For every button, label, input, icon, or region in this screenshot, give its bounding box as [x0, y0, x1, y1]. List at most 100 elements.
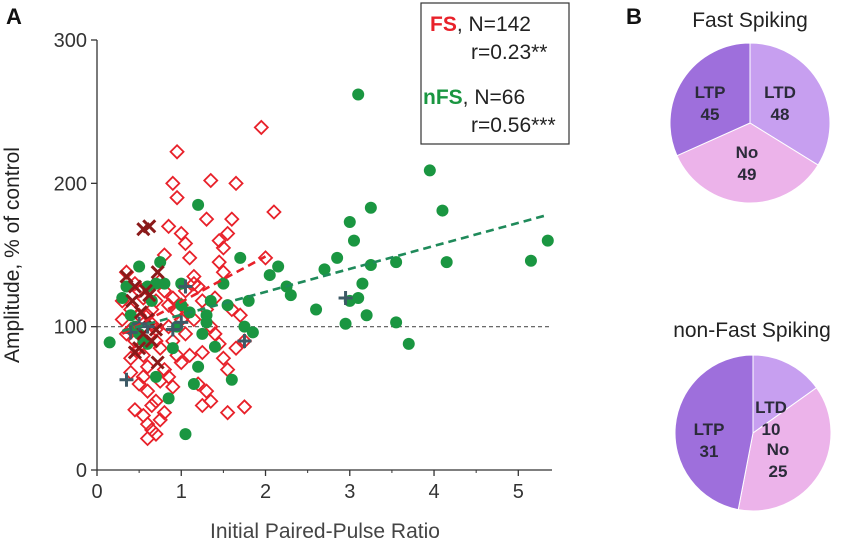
pie-label-no: No	[767, 440, 790, 459]
point-fs	[190, 278, 206, 295]
point-fs-dark	[125, 293, 140, 308]
legend-nfs-name: nFS	[423, 86, 463, 109]
pie-value-no: 25	[769, 462, 788, 481]
point-fs	[266, 204, 282, 220]
pie-slice-no	[737, 387, 832, 512]
point-fs	[177, 326, 194, 342]
pie-label-ltd: LTD	[755, 398, 787, 417]
point-nfs	[440, 256, 453, 269]
point-fs	[160, 297, 177, 313]
point-nfs	[149, 370, 162, 383]
point-fs	[169, 144, 185, 160]
y-tick-label: 300	[54, 30, 87, 52]
point-nfs	[352, 88, 365, 101]
point-nfs-dark	[338, 291, 353, 305]
point-nfs	[347, 234, 360, 247]
point-fs	[186, 275, 202, 292]
legend-nfs: nFS, N=66	[423, 86, 525, 109]
x-tick-label: 1	[176, 481, 187, 503]
legend-fs-n: , N=142	[457, 13, 531, 36]
pie-slice-ltp	[669, 42, 751, 157]
point-nfs	[225, 373, 238, 386]
fit-lines	[121, 213, 549, 335]
point-nfs	[238, 320, 251, 333]
point-fs	[156, 361, 173, 378]
point-nfs	[524, 254, 537, 267]
point-nfs	[196, 327, 209, 340]
point-nfs	[179, 428, 192, 441]
point-fs	[211, 232, 227, 249]
point-fs	[236, 399, 253, 415]
point-fs	[135, 369, 152, 385]
point-fs	[156, 283, 173, 299]
point-nfs	[339, 317, 352, 330]
point-fs	[139, 430, 156, 447]
point-nfs	[175, 299, 188, 312]
point-fs	[131, 376, 147, 392]
point-fs	[118, 264, 135, 280]
point-nfs	[158, 277, 171, 290]
legend-box	[420, 2, 570, 145]
legend-nfs-r: r=0.56***	[471, 114, 556, 137]
point-fs	[228, 340, 244, 356]
panel-label-a: A	[6, 4, 22, 29]
point-fs	[224, 211, 240, 227]
pie-label-ltd: LTD	[764, 83, 796, 102]
point-fs	[135, 347, 152, 364]
y-axis-label: Amplitude, % of control	[1, 147, 24, 363]
point-nfs	[116, 292, 129, 304]
point-nfs	[187, 378, 200, 390]
point-fs	[160, 218, 177, 235]
point-nfs-dark	[165, 322, 180, 337]
pie-slice-no	[676, 122, 819, 204]
point-nfs	[356, 277, 369, 290]
y-tick-label: 100	[54, 317, 87, 339]
point-nfs-dark	[140, 319, 155, 334]
point-nfs	[436, 204, 449, 217]
point-nfs	[263, 269, 276, 282]
point-fs	[215, 240, 232, 256]
point-fs	[169, 189, 185, 206]
point-fs	[173, 354, 190, 371]
point-fs	[177, 235, 194, 252]
point-fs	[215, 350, 232, 366]
legend-fs-r: r=0.23**	[471, 41, 547, 64]
point-fs	[181, 347, 198, 364]
point-nfs-dark	[237, 334, 252, 348]
point-nfs	[166, 342, 179, 355]
point-fs	[156, 404, 173, 421]
point-nfs	[360, 309, 373, 322]
point-nfs	[120, 280, 133, 293]
y-tick-label: 200	[54, 173, 87, 195]
point-fs	[139, 383, 156, 399]
x-tick-label: 0	[91, 481, 102, 503]
point-fs-dark	[127, 345, 142, 360]
point-nfs	[331, 251, 344, 264]
point-nfs	[192, 360, 205, 373]
x-tick-label: 4	[428, 481, 439, 503]
point-fs	[232, 307, 249, 323]
point-fs-dark	[150, 355, 165, 370]
x-tick-label: 5	[513, 481, 524, 503]
point-nfs	[310, 303, 323, 316]
point-fs	[122, 350, 139, 366]
point-fs	[198, 211, 215, 227]
point-nfs	[318, 263, 331, 276]
pie-value-ltd: 48	[771, 105, 790, 124]
point-nfs	[246, 326, 259, 339]
point-fs	[152, 412, 168, 428]
point-nfs-dark	[174, 315, 189, 330]
legend: FS, N=142 r=0.23** nFS, N=66 r=0.56***	[420, 2, 570, 145]
point-fs	[148, 393, 164, 409]
pie-value-ltd: 10	[762, 420, 781, 439]
point-nfs	[423, 164, 436, 177]
point-fs	[257, 250, 274, 266]
axes: 0 100 200 300 0 1 2 3 4 5	[54, 30, 552, 503]
panel-label-b: B	[626, 4, 642, 29]
point-nfs	[103, 336, 116, 349]
pie-fast-spiking: LTP 45 LTD 48 No 49	[669, 42, 831, 204]
point-fs	[228, 175, 244, 192]
point-fs	[181, 250, 198, 266]
pie-slice-ltd	[752, 354, 818, 434]
